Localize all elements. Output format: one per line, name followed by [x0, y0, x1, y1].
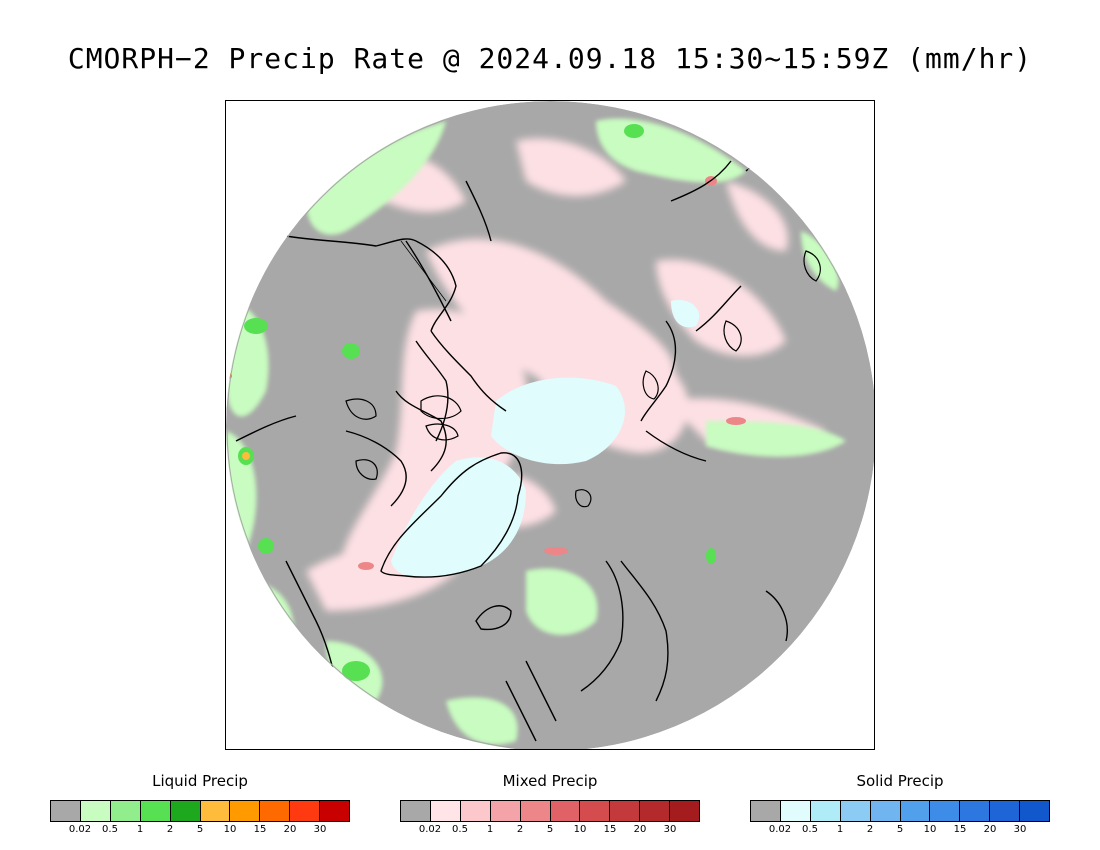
legend-liquid: Liquid Precip 0.02 0.5 1 2 5 10 15 20 30: [50, 772, 350, 836]
legend-swatch: [670, 801, 700, 821]
legend-swatch: [580, 801, 611, 821]
legend-swatch: [490, 801, 521, 821]
legend-swatch: [460, 801, 491, 821]
legend-swatch: [640, 801, 671, 821]
legend-title: Solid Precip: [856, 772, 944, 790]
legend-title: Liquid Precip: [152, 772, 248, 790]
legend-swatch: [870, 801, 901, 821]
legend-tick-label: 30: [313, 824, 327, 835]
precip-map-svg: [226, 101, 874, 749]
polar-map[interactable]: [225, 100, 875, 750]
legend-tick-label: 20: [983, 824, 997, 835]
legend-swatch: [990, 801, 1021, 821]
legend-tick-label: 1: [136, 824, 144, 835]
domain-edge: [226, 101, 874, 749]
legend-swatch: [260, 801, 291, 821]
legend-swatch: [110, 801, 141, 821]
legend-tick-label: 30: [1013, 824, 1027, 835]
coastlines: [235, 158, 811, 742]
legend-swatch: [610, 801, 641, 821]
legend-ticks: 0.02 0.5 1 2 5 10 15 20 30: [400, 822, 700, 836]
legend-tick-label: 20: [633, 824, 647, 835]
legend-swatch: [520, 801, 551, 821]
legend-tick-label: 15: [253, 824, 267, 835]
legend-tick-label: 5: [896, 824, 904, 835]
legend-tick-label: 10: [573, 824, 587, 835]
legend-tick-label: 5: [196, 824, 204, 835]
legend-tick-label: 20: [283, 824, 297, 835]
legend-swatch: [230, 801, 261, 821]
islands: [345, 250, 821, 508]
legend-tick-label: 0.02: [68, 824, 92, 835]
legend-tick-label: 10: [923, 824, 937, 835]
legend-tick-label: 5: [546, 824, 554, 835]
legend-tick-label: 1: [836, 824, 844, 835]
legend-tick-label: 30: [663, 824, 677, 835]
legend-swatch: [960, 801, 991, 821]
legend-swatch: [900, 801, 931, 821]
legend-swatch: [780, 801, 811, 821]
map-title: CMORPH−2 Precip Rate @ 2024.09.18 15:30~…: [67, 42, 1033, 75]
legend-swatch: [170, 801, 201, 821]
legend-swatch: [290, 801, 321, 821]
legend-swatch: [140, 801, 171, 821]
legend-ticks: 0.02 0.5 1 2 5 10 15 20 30: [750, 822, 1050, 836]
legend-swatch: [1020, 801, 1050, 821]
border-line: [400, 240, 447, 302]
solid-precip-areas: [391, 300, 700, 578]
legend-swatch: [930, 801, 961, 821]
legend-swatch: [550, 801, 581, 821]
legend-mixed: Mixed Precip 0.02 0.5 1 2 5 10 15 20 30: [400, 772, 700, 836]
legend-tick-label: 0.5: [452, 824, 468, 835]
legend-tick-label: 1: [486, 824, 494, 835]
legend-solid: Solid Precip 0.02 0.5 1 2 5 10 15 20 30: [750, 772, 1050, 836]
legend-tick-label: 0.5: [102, 824, 118, 835]
legend-swatch: [320, 801, 350, 821]
legend-tick-label: 15: [603, 824, 617, 835]
legend-colorbar: [50, 800, 350, 822]
legend-tick-label: 0.02: [768, 824, 792, 835]
legend-swatch: [810, 801, 841, 821]
legend-tick-label: 0.5: [802, 824, 818, 835]
legend-swatch: [51, 801, 81, 821]
legend-tick-label: 2: [166, 824, 174, 835]
legend-ticks: 0.02 0.5 1 2 5 10 15 20 30: [50, 822, 350, 836]
legend-tick-label: 10: [223, 824, 237, 835]
legend-tick-label: 2: [516, 824, 524, 835]
legend-tick-label: 2: [866, 824, 874, 835]
legend-colorbar: [750, 800, 1050, 822]
legend-tick-label: 0.02: [418, 824, 442, 835]
legend-swatch: [430, 801, 461, 821]
liquid-precip-cores: [238, 124, 716, 681]
legend-title: Mixed Precip: [502, 772, 598, 790]
legend-swatch: [200, 801, 231, 821]
legend-colorbar: [400, 800, 700, 822]
legend-swatch: [840, 801, 871, 821]
legend-swatch: [751, 801, 781, 821]
legend-swatch: [401, 801, 431, 821]
legend-swatch: [80, 801, 111, 821]
legend-tick-label: 15: [953, 824, 967, 835]
